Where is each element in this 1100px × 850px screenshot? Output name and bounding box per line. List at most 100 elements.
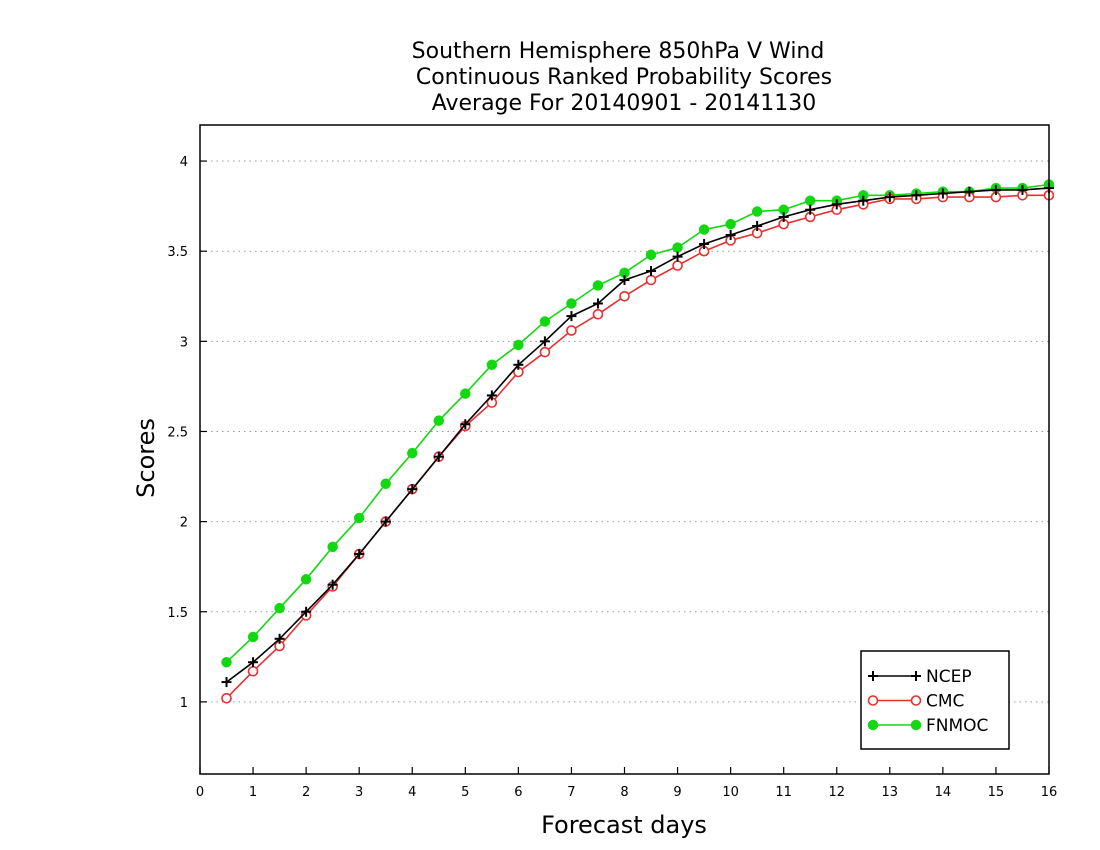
point-ncep xyxy=(964,186,975,197)
x-tick-label: 11 xyxy=(775,785,792,800)
point-ncep xyxy=(937,188,948,199)
legend-marker xyxy=(867,719,879,731)
legend-entry-cmc: CMC xyxy=(867,692,964,712)
point-fnmoc xyxy=(566,298,577,309)
title-line-2: Continuous Ranked Probability Scores xyxy=(416,65,832,90)
point-ncep xyxy=(566,311,577,322)
title-line-3: Average For 20140901 - 20141130 xyxy=(432,91,817,116)
legend-marker xyxy=(911,671,921,681)
x-tick-label: 16 xyxy=(1041,785,1058,800)
legend-label-cmc: CMC xyxy=(926,692,964,712)
series-line-cmc xyxy=(225,194,1049,699)
point-ncep xyxy=(725,229,736,240)
series-cmc xyxy=(221,190,1055,704)
x-tick-label: 0 xyxy=(196,785,204,800)
series-line-ncep xyxy=(226,187,1050,683)
y-tick-label: 2 xyxy=(180,516,188,531)
series-line-fnmoc xyxy=(225,183,1050,663)
point-ncep xyxy=(990,184,1001,195)
point-fnmoc xyxy=(645,249,657,261)
x-tick-label: 4 xyxy=(408,785,416,800)
point-cmc xyxy=(592,308,604,320)
point-fnmoc xyxy=(513,339,524,351)
point-fnmoc xyxy=(407,447,418,459)
series-lines xyxy=(221,179,1055,704)
legend-marker xyxy=(910,695,922,706)
x-tick-label: 3 xyxy=(355,785,363,800)
y-tick-label: 1 xyxy=(180,696,188,711)
point-ncep xyxy=(274,633,285,644)
x-tick-label: 14 xyxy=(935,785,952,800)
point-fnmoc xyxy=(592,280,604,291)
point-ncep xyxy=(805,204,816,215)
y-tick-label: 2.5 xyxy=(167,425,188,440)
legend-entry-fnmoc: FNMOC xyxy=(867,716,988,736)
point-ncep xyxy=(592,298,603,309)
x-tick-label: 1 xyxy=(249,785,257,800)
point-ncep xyxy=(460,419,471,430)
point-ncep xyxy=(380,516,391,527)
x-tick-label: 9 xyxy=(673,785,681,800)
point-ncep xyxy=(778,211,789,222)
point-fnmoc xyxy=(353,512,365,524)
x-tick-label: 13 xyxy=(882,785,899,800)
point-ncep xyxy=(884,192,895,203)
title-line-1: Southern Hemisphere 850hPa V Wind xyxy=(412,39,825,64)
y-tick-label: 3.5 xyxy=(167,245,188,260)
point-ncep xyxy=(221,677,232,688)
x-tick-label: 12 xyxy=(828,785,845,800)
point-ncep xyxy=(858,195,869,206)
x-tick-label: 15 xyxy=(988,785,1005,800)
point-fnmoc xyxy=(751,206,763,217)
legend-marker xyxy=(868,671,878,681)
point-ncep xyxy=(539,336,550,347)
legend-label-ncep: NCEP xyxy=(926,667,972,687)
point-ncep xyxy=(646,266,657,277)
point-ncep xyxy=(1017,184,1028,195)
point-fnmoc xyxy=(221,656,232,668)
point-ncep xyxy=(407,484,418,495)
point-ncep xyxy=(248,657,259,668)
point-ncep xyxy=(699,238,710,249)
y-tick-label: 4 xyxy=(180,155,188,170)
legend-marker xyxy=(867,695,879,706)
point-cmc xyxy=(247,665,259,677)
legend-label-fnmoc: FNMOC xyxy=(926,716,988,736)
point-fnmoc xyxy=(698,224,710,235)
point-fnmoc xyxy=(539,316,551,327)
point-cmc xyxy=(221,692,232,704)
point-fnmoc xyxy=(725,218,736,230)
point-ncep xyxy=(911,190,922,201)
x-tick-label: 8 xyxy=(620,785,628,800)
point-ncep xyxy=(354,549,365,560)
x-tick-label: 2 xyxy=(302,785,310,800)
point-ncep xyxy=(513,359,524,370)
legend: NCEP CMC FNMOC xyxy=(860,650,1010,750)
point-cmc xyxy=(672,260,683,271)
point-ncep xyxy=(619,275,630,286)
point-fnmoc xyxy=(486,359,498,371)
point-fnmoc xyxy=(247,631,259,643)
x-tick-label: 5 xyxy=(461,785,469,800)
legend-marker xyxy=(910,719,922,731)
point-fnmoc xyxy=(460,388,471,399)
point-ncep xyxy=(752,220,763,231)
point-ncep xyxy=(672,251,683,262)
series-fnmoc xyxy=(221,179,1055,668)
point-cmc xyxy=(645,274,657,286)
legend-entry-ncep: NCEP xyxy=(868,667,972,687)
point-cmc xyxy=(566,325,577,336)
gridlines xyxy=(200,160,1049,703)
point-fnmoc xyxy=(327,541,338,553)
point-fnmoc xyxy=(274,602,285,614)
x-tick-label: 10 xyxy=(722,785,739,800)
point-ncep xyxy=(301,606,312,617)
y-axis-title: Scores xyxy=(132,418,160,498)
point-fnmoc xyxy=(672,242,683,253)
axes: 11.522.533.540 1 2 3 4 5 6 7 8 9 10 11 12 13 14 15 16 xyxy=(167,155,1057,800)
point-cmc xyxy=(619,290,630,302)
point-cmc xyxy=(539,346,551,358)
x-tick-label: 6 xyxy=(514,785,522,800)
point-ncep xyxy=(433,451,444,462)
